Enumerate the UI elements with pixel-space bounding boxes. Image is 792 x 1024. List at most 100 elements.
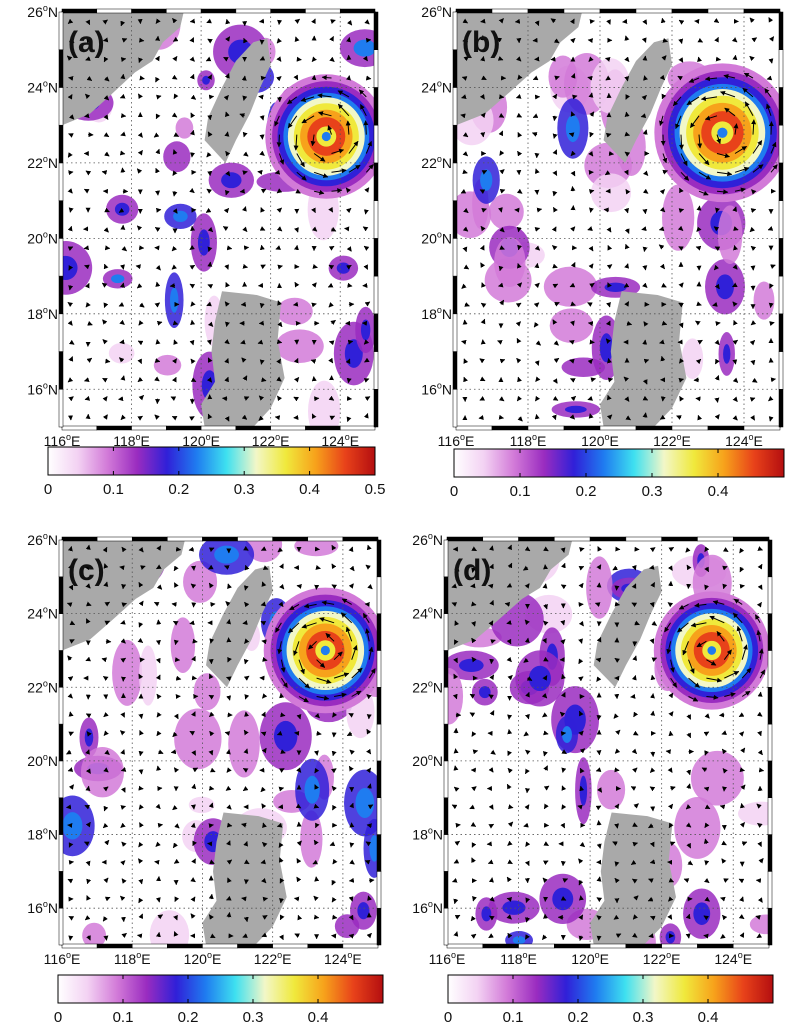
- velocity-arrow: [153, 132, 160, 138]
- velocity-arrow: [243, 151, 249, 157]
- border-segment: [707, 8, 745, 14]
- velocity-arrow: [172, 208, 178, 214]
- velocity-arrow: [153, 601, 160, 607]
- border-segment: [778, 313, 784, 352]
- velocity-arrow: [68, 339, 75, 345]
- velocity-arrow: [587, 226, 593, 231]
- velocity-arrow: [244, 564, 250, 571]
- velocity-arrow: [347, 282, 353, 288]
- velocity-arrow: [570, 395, 576, 402]
- velocity-arrow: [242, 226, 248, 232]
- border-segment: [96, 943, 133, 949]
- velocity-arrow: [189, 730, 196, 736]
- velocity-arrow: [293, 357, 299, 364]
- velocity-arrow: [102, 546, 108, 553]
- velocity-arrow: [532, 113, 539, 118]
- velocity-arrow: [295, 188, 301, 194]
- velocity-arrow: [665, 749, 671, 755]
- velocity-arrow: [462, 151, 468, 157]
- border-segment: [166, 425, 202, 431]
- velocity-arrow: [173, 914, 178, 921]
- velocity-arrow: [606, 264, 613, 270]
- border-segment: [376, 723, 382, 762]
- colorbar-tick-label: 0: [450, 483, 458, 500]
- velocity-arrow: [173, 858, 180, 864]
- contour-patch: [502, 900, 526, 915]
- velocity-arrow: [348, 896, 354, 902]
- border-segment: [58, 162, 64, 201]
- velocity-arrow: [605, 75, 611, 81]
- velocity-arrow: [120, 73, 126, 80]
- border-segment: [625, 536, 662, 542]
- velocity-arrow: [696, 226, 702, 232]
- velocity-arrow: [261, 932, 268, 938]
- velocity-arrow: [534, 245, 541, 251]
- velocity-arrow: [749, 340, 756, 346]
- velocity-arrow: [121, 246, 127, 252]
- velocity-arrow: [716, 189, 729, 195]
- velocity-arrow: [207, 226, 214, 233]
- map-panel: (d) 116oE 118oE 120oE 122oE 124oE 16oN 18oN 20oN…: [412, 531, 774, 1024]
- velocity-arrow: [662, 37, 668, 43]
- velocity-arrow: [243, 37, 248, 44]
- border-segment: [443, 687, 449, 725]
- contour-patch: [597, 769, 626, 810]
- border-segment: [443, 834, 449, 872]
- velocity-arrow: [191, 783, 197, 790]
- velocity-arrow: [578, 638, 583, 644]
- border-segment: [376, 650, 382, 688]
- velocity-arrow: [259, 115, 265, 121]
- colorbar-tick-label: 0.5: [365, 481, 386, 498]
- velocity-arrow: [172, 620, 179, 626]
- velocity-arrow: [764, 88, 772, 98]
- velocity-arrow: [588, 189, 595, 194]
- velocity-arrow: [138, 841, 144, 848]
- velocity-arrow: [734, 187, 746, 193]
- velocity-arrow: [68, 265, 74, 271]
- lat-tick-label: 22oN: [27, 154, 58, 171]
- velocity-arrow: [697, 339, 703, 345]
- panel-label: (d): [453, 554, 491, 587]
- colorbar-tick-label: 0.3: [633, 1009, 654, 1024]
- velocity-arrow: [120, 264, 125, 270]
- velocity-arrow: [464, 302, 470, 307]
- velocity-arrow: [481, 208, 487, 213]
- velocity-arrow: [348, 933, 355, 939]
- colorbar-tick-label: 0.2: [168, 481, 189, 498]
- velocity-arrow: [259, 150, 265, 156]
- contour-patch: [662, 184, 695, 251]
- velocity-arrow: [588, 245, 594, 252]
- velocity-arrow: [570, 37, 576, 44]
- velocity-arrow: [208, 694, 215, 700]
- velocity-arrow: [517, 74, 523, 80]
- velocity-arrow: [534, 282, 540, 289]
- velocity-arrow: [189, 244, 195, 251]
- velocity-arrow: [713, 264, 720, 271]
- velocity-arrow: [659, 74, 665, 81]
- colorbar: [447, 974, 774, 1004]
- contour-patch: [139, 645, 158, 706]
- velocity-arrow: [67, 377, 74, 383]
- velocity-arrow: [678, 57, 684, 63]
- velocity-arrow: [207, 246, 213, 252]
- velocity-arrow: [550, 18, 557, 24]
- velocity-arrow: [624, 76, 630, 82]
- contour-patch: [481, 906, 492, 922]
- velocity-arrow: [103, 56, 109, 63]
- velocity-arrow: [243, 729, 249, 736]
- velocity-arrow: [534, 360, 540, 366]
- contour-patch: [111, 274, 125, 284]
- velocity-arrow: [313, 750, 319, 756]
- velocity-arrow: [331, 148, 345, 154]
- border-segment: [767, 687, 773, 725]
- velocity-arrow: [697, 37, 704, 43]
- velocity-arrow: [155, 281, 161, 288]
- velocity-arrow: [534, 395, 541, 402]
- velocity-arrow: [686, 96, 700, 106]
- border-segment: [339, 425, 376, 431]
- velocity-arrow: [208, 914, 214, 920]
- velocity-arrow: [68, 356, 74, 362]
- velocity-arrow: [732, 359, 738, 365]
- contour-patch: [153, 354, 182, 376]
- velocity-arrow: [310, 359, 317, 364]
